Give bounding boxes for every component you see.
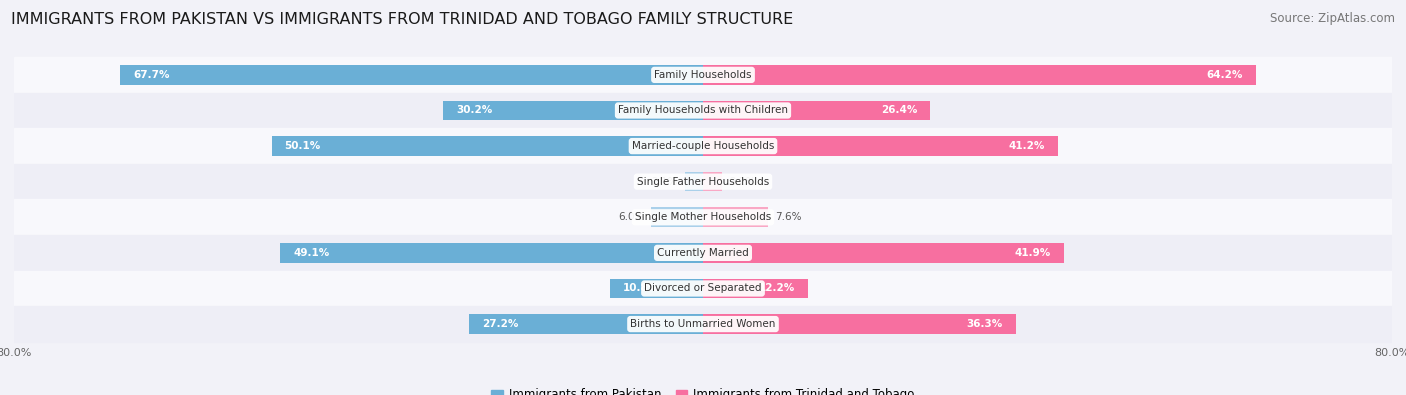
Text: 27.2%: 27.2% (482, 319, 517, 329)
Bar (703, 136, 1057, 156)
Bar (443, 101, 703, 120)
Text: 49.1%: 49.1% (292, 248, 329, 258)
Text: Births to Unmarried Women: Births to Unmarried Women (630, 319, 776, 329)
Text: Married-couple Households: Married-couple Households (631, 141, 775, 151)
Bar (120, 65, 703, 85)
Text: 36.3%: 36.3% (966, 319, 1002, 329)
Bar (14, 93, 1392, 128)
Bar (14, 199, 1392, 235)
Bar (703, 207, 769, 227)
Text: Divorced or Separated: Divorced or Separated (644, 284, 762, 293)
Text: Single Father Households: Single Father Households (637, 177, 769, 187)
Text: 10.8%: 10.8% (623, 284, 659, 293)
Bar (280, 243, 703, 263)
Bar (14, 128, 1392, 164)
Bar (14, 271, 1392, 306)
Bar (651, 207, 703, 227)
Legend: Immigrants from Pakistan, Immigrants from Trinidad and Tobago: Immigrants from Pakistan, Immigrants fro… (491, 388, 915, 395)
Text: 30.2%: 30.2% (456, 105, 492, 115)
Text: Currently Married: Currently Married (657, 248, 749, 258)
Text: Source: ZipAtlas.com: Source: ZipAtlas.com (1270, 12, 1395, 25)
Bar (703, 243, 1064, 263)
Bar (703, 65, 1256, 85)
Bar (14, 306, 1392, 342)
Text: Single Mother Households: Single Mother Households (636, 212, 770, 222)
Bar (468, 314, 703, 334)
Bar (14, 57, 1392, 93)
Bar (703, 314, 1015, 334)
Text: 67.7%: 67.7% (134, 70, 169, 80)
Bar (271, 136, 703, 156)
Text: Family Households: Family Households (654, 70, 752, 80)
Bar (14, 235, 1392, 271)
Text: 2.1%: 2.1% (651, 177, 678, 187)
Bar (703, 172, 721, 192)
Text: 12.2%: 12.2% (759, 284, 796, 293)
Text: 50.1%: 50.1% (284, 141, 321, 151)
Text: 64.2%: 64.2% (1206, 70, 1243, 80)
Bar (703, 101, 931, 120)
Text: 26.4%: 26.4% (882, 105, 918, 115)
Text: 2.2%: 2.2% (728, 177, 755, 187)
Text: 41.2%: 41.2% (1008, 141, 1045, 151)
Text: Family Households with Children: Family Households with Children (619, 105, 787, 115)
Bar (703, 279, 808, 298)
Text: 7.6%: 7.6% (775, 212, 801, 222)
Bar (685, 172, 703, 192)
Bar (14, 164, 1392, 199)
Text: 6.0%: 6.0% (619, 212, 644, 222)
Text: 41.9%: 41.9% (1015, 248, 1050, 258)
Text: IMMIGRANTS FROM PAKISTAN VS IMMIGRANTS FROM TRINIDAD AND TOBAGO FAMILY STRUCTURE: IMMIGRANTS FROM PAKISTAN VS IMMIGRANTS F… (11, 12, 793, 27)
Bar (610, 279, 703, 298)
